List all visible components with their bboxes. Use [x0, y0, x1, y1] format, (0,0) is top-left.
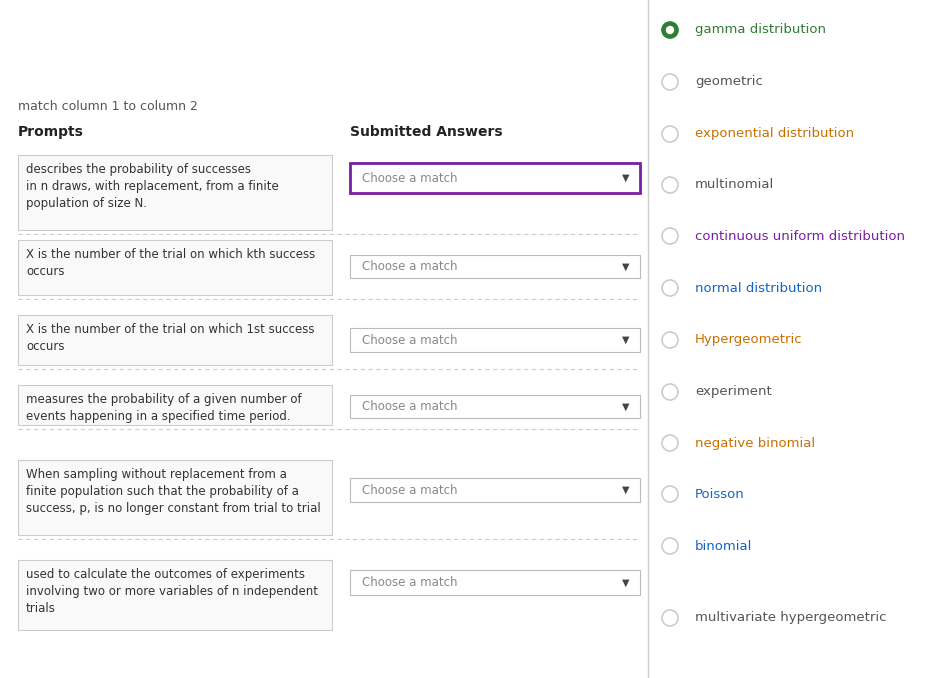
Text: ▼: ▼	[622, 262, 630, 271]
Text: Choose a match: Choose a match	[362, 172, 458, 184]
FancyBboxPatch shape	[350, 328, 640, 352]
Text: ▼: ▼	[622, 401, 630, 412]
Text: Poisson: Poisson	[695, 487, 745, 500]
Circle shape	[662, 280, 678, 296]
Text: normal distribution: normal distribution	[695, 281, 822, 294]
Text: X is the number of the trial on which 1st success
occurs: X is the number of the trial on which 1s…	[26, 323, 314, 353]
Text: multinomial: multinomial	[695, 178, 774, 191]
Text: ▼: ▼	[622, 173, 630, 183]
Text: gamma distribution: gamma distribution	[695, 24, 826, 37]
Circle shape	[662, 435, 678, 451]
Circle shape	[662, 177, 678, 193]
Circle shape	[662, 610, 678, 626]
Text: X is the number of the trial on which kth success
occurs: X is the number of the trial on which kt…	[26, 248, 315, 278]
Text: geometric: geometric	[695, 75, 763, 89]
Text: Choose a match: Choose a match	[362, 400, 458, 413]
FancyBboxPatch shape	[18, 315, 332, 365]
FancyBboxPatch shape	[350, 570, 640, 595]
FancyBboxPatch shape	[18, 460, 332, 535]
Text: ▼: ▼	[622, 578, 630, 588]
Text: When sampling without replacement from a
finite population such that the probabi: When sampling without replacement from a…	[26, 468, 321, 515]
Text: Hypergeometric: Hypergeometric	[695, 334, 802, 346]
Text: ▼: ▼	[622, 335, 630, 345]
Text: negative binomial: negative binomial	[695, 437, 815, 450]
FancyBboxPatch shape	[350, 395, 640, 418]
Text: Choose a match: Choose a match	[362, 260, 458, 273]
FancyBboxPatch shape	[350, 255, 640, 278]
Text: multivariate hypergeometric: multivariate hypergeometric	[695, 612, 886, 624]
Circle shape	[662, 126, 678, 142]
Text: measures the probability of a given number of
events happening in a specified ti: measures the probability of a given numb…	[26, 393, 302, 423]
FancyBboxPatch shape	[350, 163, 640, 193]
Circle shape	[662, 22, 678, 38]
FancyBboxPatch shape	[350, 478, 640, 502]
Text: Choose a match: Choose a match	[362, 483, 458, 496]
Circle shape	[662, 384, 678, 400]
Text: Choose a match: Choose a match	[362, 576, 458, 589]
Text: Choose a match: Choose a match	[362, 334, 458, 346]
Text: exponential distribution: exponential distribution	[695, 127, 854, 140]
FancyBboxPatch shape	[18, 385, 332, 425]
Text: binomial: binomial	[695, 540, 752, 553]
Text: match column 1 to column 2: match column 1 to column 2	[18, 100, 198, 113]
Text: ▼: ▼	[622, 485, 630, 495]
Circle shape	[666, 26, 673, 33]
Circle shape	[662, 486, 678, 502]
FancyBboxPatch shape	[18, 240, 332, 295]
Text: used to calculate the outcomes of experiments
involving two or more variables of: used to calculate the outcomes of experi…	[26, 568, 318, 615]
Circle shape	[662, 332, 678, 348]
FancyBboxPatch shape	[18, 560, 332, 630]
Text: experiment: experiment	[695, 386, 772, 399]
FancyBboxPatch shape	[18, 155, 332, 230]
Text: Prompts: Prompts	[18, 125, 84, 139]
Text: continuous uniform distribution: continuous uniform distribution	[695, 229, 905, 243]
Circle shape	[662, 538, 678, 554]
Text: Submitted Answers: Submitted Answers	[350, 125, 502, 139]
Text: describes the probability of successes
in n draws, with replacement, from a fini: describes the probability of successes i…	[26, 163, 278, 210]
Circle shape	[662, 74, 678, 90]
Circle shape	[662, 228, 678, 244]
